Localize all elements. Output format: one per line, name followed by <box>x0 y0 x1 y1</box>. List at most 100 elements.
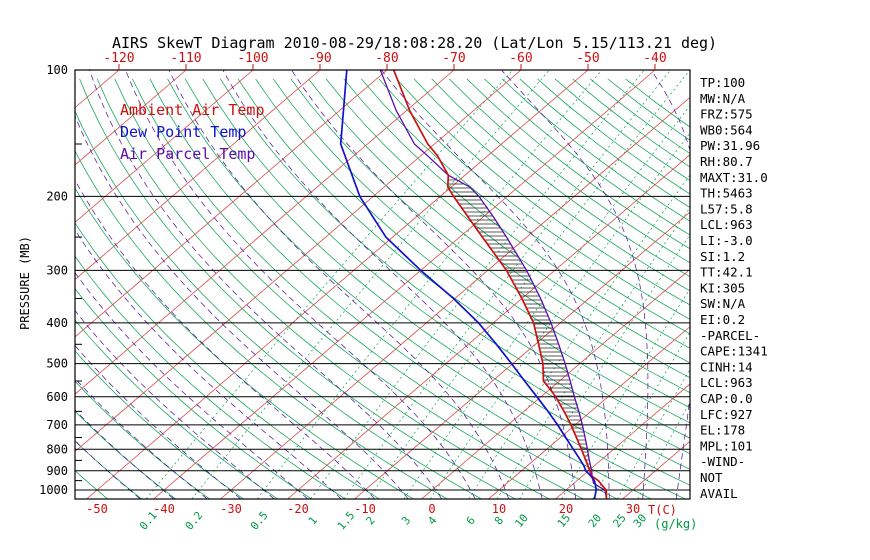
top-temp-tick-label: -60 <box>509 51 532 66</box>
stats-line: LI:-3.0 <box>700 233 753 248</box>
mixing-ratio-tick-label: 2 <box>363 514 377 527</box>
stats-line: RH:80.7 <box>700 154 753 169</box>
moist-adiabat-line <box>75 179 375 499</box>
isotherm-line <box>75 70 254 223</box>
mixing-ratio-line <box>191 70 550 499</box>
parcel-curve <box>379 70 608 499</box>
dry-adiabat-line <box>75 288 312 499</box>
stats-line: CAPE:1341 <box>700 344 768 359</box>
stats-line: LCL:963 <box>700 217 753 232</box>
moist-adiabat-line <box>75 440 141 499</box>
stats-line: PW:31.96 <box>700 138 760 153</box>
bottom-temp-tick-label: 20 <box>559 502 573 516</box>
dry-adiabat-line <box>75 470 108 499</box>
dry-adiabat-line <box>308 78 690 379</box>
dry-adiabat-line <box>167 78 686 499</box>
mixing-ratio-line <box>592 331 690 499</box>
isotherm-line <box>555 383 690 499</box>
stats-line: KI:305 <box>700 280 745 295</box>
dry-adiabat-line <box>75 350 244 499</box>
dry-adiabat-line <box>273 78 690 409</box>
bottom-temp-tick-label: -20 <box>287 502 309 516</box>
dry-adiabat-line <box>75 187 414 499</box>
bottom-temp-tick-label: -30 <box>220 502 242 516</box>
top-temp-tick-label: -120 <box>103 51 134 66</box>
isotherm-line <box>75 70 187 166</box>
dry-adiabat-line <box>75 222 380 499</box>
isotherm-line <box>287 154 690 499</box>
stats-line: SW:N/A <box>700 296 746 311</box>
top-temp-tick-label: -110 <box>170 51 201 66</box>
dry-adiabat-line <box>325 78 690 364</box>
mixing-ratio-line <box>496 206 690 499</box>
stats-line: TT:42.1 <box>700 265 753 280</box>
stats-line: MAXT:31.0 <box>700 170 768 185</box>
stats-line: TP:100 <box>700 75 745 90</box>
top-temp-tick-label: -70 <box>442 51 465 66</box>
plot-border <box>74 69 691 500</box>
moist-adiabat-line <box>291 70 577 499</box>
pressure-tick-label: 400 <box>46 316 68 330</box>
stats-line: EL:178 <box>700 423 745 438</box>
mixing-ratio-tick-label: 10 <box>512 511 530 530</box>
stats-line: EI:0.2 <box>700 312 745 327</box>
pressure-tick-label: 1000 <box>39 483 68 497</box>
mixing-ratio-axis-label: (g/kg) <box>654 517 697 531</box>
pressure-tick-label: 700 <box>46 418 68 432</box>
mixing-ratio-line <box>403 104 690 499</box>
mixing-ratio-line <box>616 368 690 499</box>
dry-adiabat-line <box>378 78 690 320</box>
dry-adiabat-line <box>0 79 74 499</box>
dry-adiabat-line <box>75 410 176 499</box>
dry-adiabat-line <box>114 78 584 499</box>
dry-adiabat-line <box>220 78 690 455</box>
isotherm-line <box>75 70 522 453</box>
dry-adiabat-line <box>431 78 690 278</box>
isotherm-line <box>153 70 656 499</box>
temp-axis-label: T(C) <box>648 503 677 517</box>
mixing-ratio-tick-label: 20 <box>586 511 604 530</box>
moist-adiabat-line <box>501 70 649 499</box>
pressure-tick-label: 100 <box>46 63 68 77</box>
stats-line: LFC:927 <box>700 407 753 422</box>
pressure-tick-label: 500 <box>46 357 68 371</box>
dry-adiabat-line <box>466 78 690 250</box>
isotherm-line <box>75 70 455 395</box>
dry-adiabat-line <box>75 255 346 499</box>
ambient-temp-curve <box>392 70 608 499</box>
dry-adiabat-line <box>255 78 690 424</box>
stats-line: FRZ:575 <box>700 107 753 122</box>
dewpoint-curve-layer <box>339 70 598 499</box>
moist-adiabat-line <box>222 70 543 499</box>
dry-adiabat-line <box>519 78 690 208</box>
isotherm-line <box>421 268 690 499</box>
pressure-axis-label: PRESSURE (MB) <box>18 236 32 330</box>
isotherm-line <box>354 211 690 499</box>
stats-line: -PARCEL- <box>700 328 760 343</box>
stats-line: CAP:0.0 <box>700 391 753 406</box>
dry-adiabat-line <box>75 150 448 499</box>
dry-adiabat-line <box>75 380 210 499</box>
dry-adiabat-line <box>449 78 690 264</box>
mixing-ratio-tick-label: 0.5 <box>248 509 271 533</box>
stats-line: MW:N/A <box>700 91 746 106</box>
dry-adiabat-line <box>75 110 482 499</box>
dry-adiabat-line <box>79 78 516 499</box>
dry-adiabat-line <box>396 78 690 306</box>
stats-line: -WIND- <box>700 454 745 469</box>
isotherm-line <box>75 70 388 338</box>
top-temp-tick-label: -40 <box>643 51 666 66</box>
dry-adiabat-line <box>237 78 690 439</box>
isotherm-line <box>75 70 321 281</box>
mixing-ratio-tick-label: 0.2 <box>183 509 206 533</box>
stats-line: WB0:564 <box>700 122 753 137</box>
top-temp-tick-label: -90 <box>308 51 331 66</box>
legend-ambient-air-temp: Ambient Air Temp <box>120 101 265 119</box>
top-temp-tick-label: -100 <box>237 51 268 66</box>
stats-line: CINH:14 <box>700 359 753 374</box>
dry-adiabat-line <box>96 78 550 499</box>
stats-line: AVAIL <box>700 486 738 501</box>
moist-adiabat-line <box>75 272 308 499</box>
